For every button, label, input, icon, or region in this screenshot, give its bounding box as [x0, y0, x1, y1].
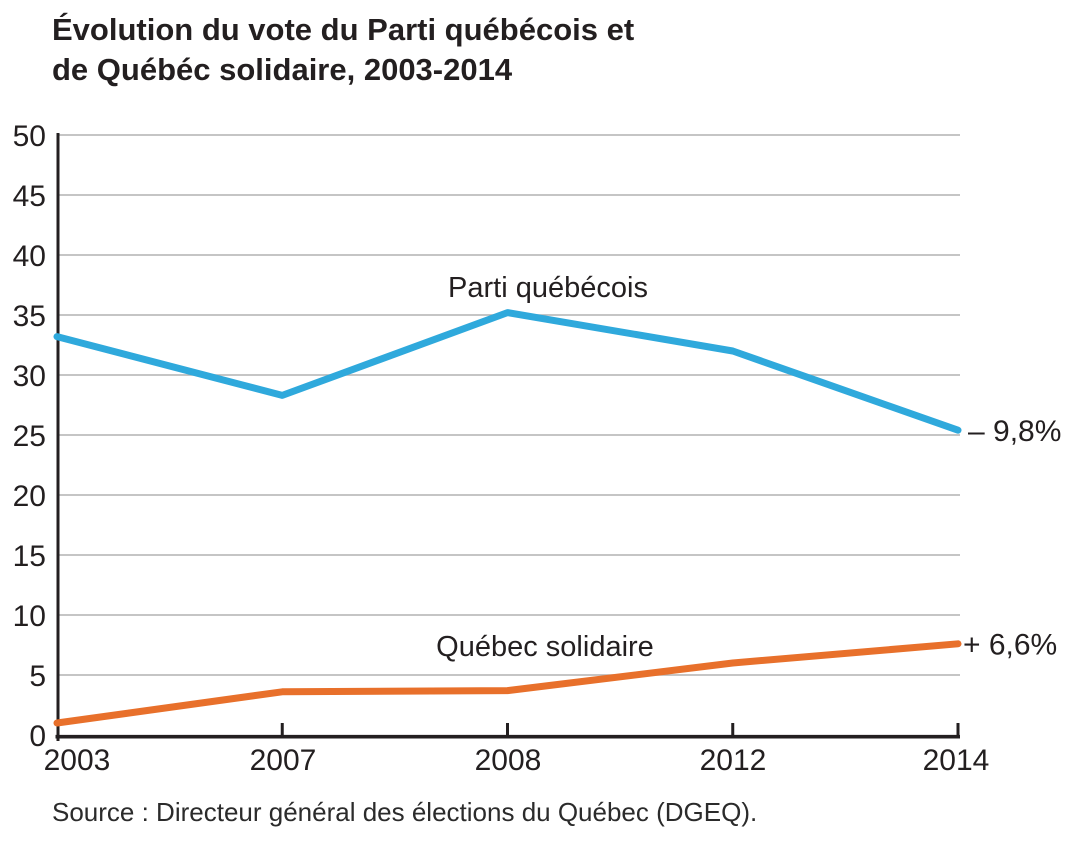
chart-title-line-2: de Québéc solidaire, 2003-2014 — [52, 52, 513, 87]
y-tick-label: 0 — [29, 720, 46, 753]
source-note: Source : Directeur général des élections… — [52, 797, 758, 827]
series-line-quebec-solidaire — [53, 640, 962, 727]
y-tick-label: 10 — [13, 600, 46, 633]
x-tick-label: 2012 — [700, 744, 767, 777]
x-tick-label: 2007 — [250, 744, 317, 777]
x-tick-label: 2014 — [923, 744, 990, 777]
y-tick-label: 45 — [13, 180, 46, 213]
chart-title: Évolution du vote du Parti québécois et … — [52, 10, 634, 90]
y-tick-label: 25 — [13, 420, 46, 453]
end-value-label-quebec-solidaire: + 6,6% — [963, 629, 1057, 662]
y-tick-label: 40 — [13, 240, 46, 273]
end-value-label-parti-quebecois: – 9,8% — [968, 415, 1061, 448]
x-tick-label: 2003 — [44, 744, 111, 777]
series-label-parti-quebecois: Parti québécois — [448, 272, 648, 304]
y-tick-label: 15 — [13, 540, 46, 573]
series-line-parti-quebecois — [53, 309, 962, 434]
y-tick-label: 20 — [13, 480, 46, 513]
chart-title-line-1: Évolution du vote du Parti québécois et — [52, 12, 635, 47]
series-label-quebec-solidaire: Québec solidaire — [436, 631, 654, 663]
y-tick-label: 30 — [13, 360, 46, 393]
y-tick-label: 35 — [13, 300, 46, 333]
y-tick-label: 50 — [13, 120, 46, 153]
x-tick-label: 2008 — [475, 744, 542, 777]
y-tick-label: 5 — [29, 660, 46, 693]
